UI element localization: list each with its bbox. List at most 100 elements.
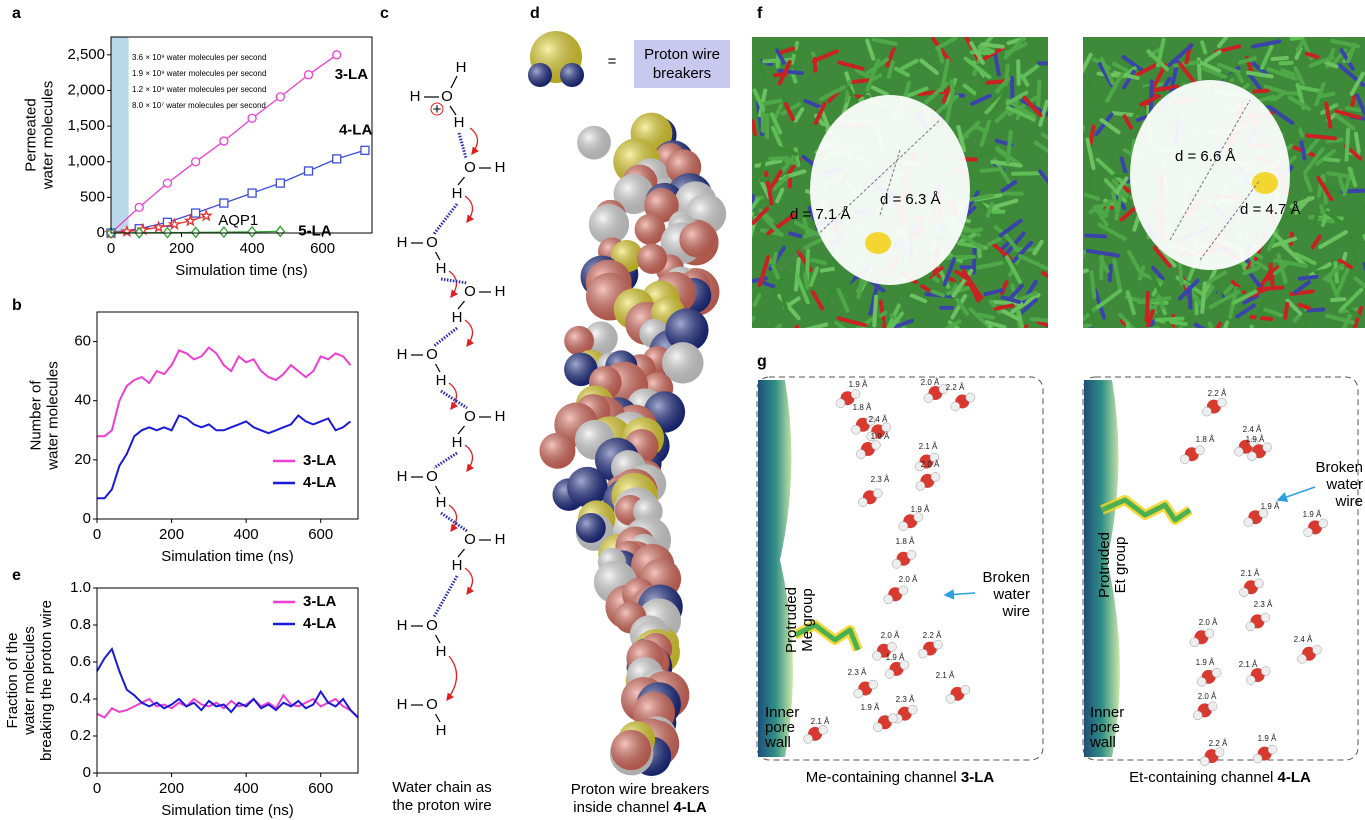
atom: H — [436, 494, 447, 511]
y-axis-label: water molecules — [21, 626, 38, 735]
y-tick-label: 0 — [83, 764, 91, 781]
atom: O — [464, 531, 476, 548]
x-axis-label: Simulation time (ns) — [175, 262, 308, 279]
hydrogen — [851, 390, 860, 399]
stick — [1356, 134, 1359, 152]
highlight — [1252, 172, 1278, 194]
hydrogen — [1202, 407, 1211, 416]
distance-label: 1.9 Å — [1258, 734, 1277, 743]
atom: H — [495, 283, 506, 300]
data-point — [333, 51, 341, 59]
y-tick-label: 1.0 — [70, 579, 91, 596]
hydrogen — [1253, 754, 1262, 763]
x-tick-label: 400 — [234, 780, 259, 797]
proton-arrow — [447, 656, 457, 700]
stick — [1285, 304, 1287, 318]
x-tick-label: 600 — [308, 780, 333, 797]
hydrogen — [931, 472, 940, 481]
atom: H — [456, 59, 467, 76]
stick — [1316, 270, 1330, 272]
atom: H — [436, 260, 447, 277]
distance-label: 2.1 Å — [936, 671, 955, 680]
atom: H — [495, 531, 506, 548]
hydrogen — [1212, 668, 1221, 677]
proton-arrow — [470, 128, 478, 154]
atom: O — [464, 159, 476, 176]
stick — [753, 121, 755, 134]
data-point — [305, 71, 313, 79]
proton-arrow — [465, 320, 473, 346]
hydrogen — [836, 399, 845, 408]
panel-label: d — [530, 5, 540, 22]
distance-label: 1.9 Å — [1261, 502, 1280, 511]
atom: H — [452, 185, 463, 202]
hydrogen — [1217, 398, 1226, 407]
highlight-span — [111, 37, 129, 233]
hydrogen — [884, 595, 893, 604]
y-tick-label: 2,000 — [67, 81, 105, 98]
x-tick-label: 200 — [159, 526, 184, 543]
atom: O — [426, 468, 438, 485]
y-tick-label: 20 — [74, 451, 91, 468]
hydrogen — [899, 522, 908, 531]
atom: H — [397, 234, 408, 251]
distance-label: 2.2 Å — [923, 631, 942, 640]
distance-label: 2.2 Å — [946, 383, 965, 392]
data-point — [361, 146, 369, 154]
hydrogen — [1208, 702, 1217, 711]
x-tick-label: 400 — [240, 240, 265, 257]
y-axis-label: Permeated — [22, 98, 39, 171]
hydrogen-bond — [434, 576, 457, 617]
pointer-arrow — [945, 593, 975, 595]
stick — [1101, 257, 1102, 278]
series-label: 5-LA — [298, 222, 332, 239]
bond — [436, 635, 441, 643]
stick — [945, 257, 974, 258]
y-axis-label: Fraction of the — [4, 633, 21, 729]
annotation: 1.9 × 10⁹ water molecules per second — [132, 69, 266, 78]
stick — [1078, 128, 1083, 140]
stick — [1251, 317, 1271, 319]
stick — [1151, 82, 1152, 113]
hydrogen — [916, 481, 925, 490]
caption-bold: 4-LA — [1278, 769, 1312, 786]
figure: a020040060005001,0001,5002,0002,500Simul… — [0, 0, 1365, 820]
distance-label: d = 4.7 Å — [1240, 201, 1300, 218]
hydrogen — [1261, 667, 1270, 676]
distance-label: 1.9 Å — [1196, 658, 1215, 667]
distance-label: 2.0 Å — [921, 460, 940, 469]
caption-part: Et-containing channel — [1129, 769, 1273, 786]
distance-label: 2.1 Å — [1239, 660, 1258, 669]
hydrogen — [873, 723, 882, 732]
stick — [1321, 94, 1333, 96]
panel-label: b — [12, 297, 22, 314]
distance-label: 1.9 Å — [1246, 435, 1265, 444]
structure-image — [1067, 37, 1365, 351]
distance-label: 1.8 Å — [853, 403, 872, 412]
atom: O — [426, 234, 438, 251]
caption: Me-containing channel 3-LA — [806, 769, 995, 786]
hydrogen — [946, 694, 955, 703]
broken-label: wire — [1001, 603, 1030, 620]
wall-label: wall — [1089, 734, 1116, 751]
y-tick-label: 0 — [83, 510, 91, 527]
data-point — [248, 114, 256, 122]
hydrogen — [888, 714, 897, 723]
bond — [436, 486, 441, 494]
broken-label: Broken — [982, 569, 1030, 586]
x-tick-label: 600 — [310, 240, 335, 257]
panel-label: e — [12, 567, 21, 584]
hydrogen — [1200, 757, 1209, 766]
pore-wall — [758, 380, 793, 757]
distance-label: 1.9 Å — [871, 432, 890, 441]
atom: H — [452, 434, 463, 451]
group-label: Protruded — [783, 587, 800, 653]
atom: O — [464, 408, 476, 425]
hydrogen — [966, 393, 975, 402]
sphere-shade — [637, 244, 667, 274]
atom: O — [426, 346, 438, 363]
data-point — [192, 227, 200, 237]
bond — [436, 364, 441, 372]
hydrogen — [1304, 528, 1313, 537]
stick — [790, 233, 800, 236]
